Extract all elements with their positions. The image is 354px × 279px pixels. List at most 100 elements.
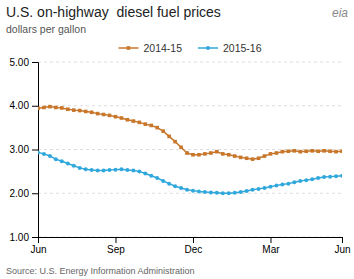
point <box>197 190 201 194</box>
point <box>340 149 342 153</box>
point <box>60 106 64 110</box>
point <box>191 189 195 193</box>
y-tick-mark <box>32 193 38 194</box>
point <box>340 174 342 178</box>
y-tick: 2.00 <box>10 188 38 199</box>
x-tick-mark <box>193 237 194 243</box>
point <box>84 110 88 114</box>
point <box>298 179 302 183</box>
x-tick: Dec <box>185 237 203 255</box>
point <box>310 149 314 153</box>
x-axis-line <box>39 238 343 244</box>
point <box>280 183 284 187</box>
point <box>131 169 135 173</box>
x-tick-label: Jun <box>30 244 46 255</box>
x-tick-mark <box>115 237 116 243</box>
series-markers <box>38 105 342 161</box>
point <box>161 179 165 183</box>
point <box>96 112 100 116</box>
y-tick-label: 3.00 <box>10 144 30 155</box>
point <box>72 164 76 168</box>
x-tick-label: Mar <box>262 244 280 255</box>
point <box>251 157 255 161</box>
point <box>143 172 147 176</box>
annotation: Source: U.S. Energy Information Administ… <box>6 266 195 276</box>
x-tick: Jun <box>30 237 46 255</box>
point <box>269 152 273 156</box>
legend: 2014-15 2015-16 <box>118 42 261 54</box>
point <box>334 150 338 154</box>
point <box>60 159 64 163</box>
point <box>138 121 142 125</box>
point <box>304 178 308 182</box>
grid <box>38 62 342 237</box>
y-tick-label: 4.00 <box>10 100 30 111</box>
marks <box>38 105 342 195</box>
point <box>185 188 189 192</box>
y-tick: 4.00 <box>10 100 38 111</box>
y-tick-label: 1.00 <box>10 232 30 243</box>
y-tick-mark <box>32 150 38 151</box>
point <box>274 183 278 187</box>
grid-line <box>38 149 342 150</box>
point <box>42 106 46 110</box>
y-axis-line <box>32 63 39 238</box>
point <box>263 154 267 158</box>
y-tick-mark <box>32 106 38 107</box>
grid-line <box>38 105 342 106</box>
point <box>173 140 177 144</box>
point <box>203 190 207 194</box>
point <box>221 191 225 195</box>
point <box>113 168 117 172</box>
legend-item: 2014-15 <box>118 42 182 54</box>
annotation: eia <box>332 6 348 20</box>
x-tick-label: Jun <box>334 244 350 255</box>
point <box>66 162 70 166</box>
point <box>114 115 118 119</box>
legend-label: 2014-15 <box>143 42 182 54</box>
y-tick-label: 2.00 <box>10 188 30 199</box>
point <box>316 149 320 153</box>
point <box>322 149 326 153</box>
grid-line <box>38 62 342 63</box>
point <box>233 191 237 195</box>
point <box>209 151 213 155</box>
subtitle: dollars per gallon <box>6 23 86 35</box>
point <box>281 150 285 154</box>
point <box>108 168 112 172</box>
legend-marker <box>206 46 210 50</box>
point <box>263 186 267 190</box>
y-tick-mark <box>32 62 38 63</box>
point <box>251 188 255 192</box>
point <box>54 106 58 110</box>
point <box>125 168 129 172</box>
point <box>221 152 225 156</box>
point <box>119 167 123 171</box>
point <box>173 184 177 188</box>
x-tick-mark <box>38 237 39 243</box>
point <box>48 154 52 158</box>
legend-marker <box>127 46 131 50</box>
point <box>167 182 171 186</box>
series-line <box>38 153 342 194</box>
point <box>102 169 106 173</box>
point <box>179 186 183 190</box>
point <box>72 108 76 112</box>
point <box>233 154 237 158</box>
point <box>38 151 40 155</box>
point <box>155 176 159 180</box>
point <box>293 149 297 153</box>
point <box>155 126 159 130</box>
point <box>126 118 130 122</box>
point <box>161 129 165 133</box>
y-tick-mark <box>32 237 38 238</box>
point <box>245 156 249 160</box>
y-tick: 1.00 <box>10 232 38 243</box>
point <box>322 175 326 179</box>
point <box>102 113 106 117</box>
point <box>143 122 147 126</box>
point <box>227 153 231 157</box>
point <box>78 109 82 113</box>
legend-label: 2015-16 <box>223 42 262 54</box>
y-tick: 5.00 <box>10 57 38 68</box>
